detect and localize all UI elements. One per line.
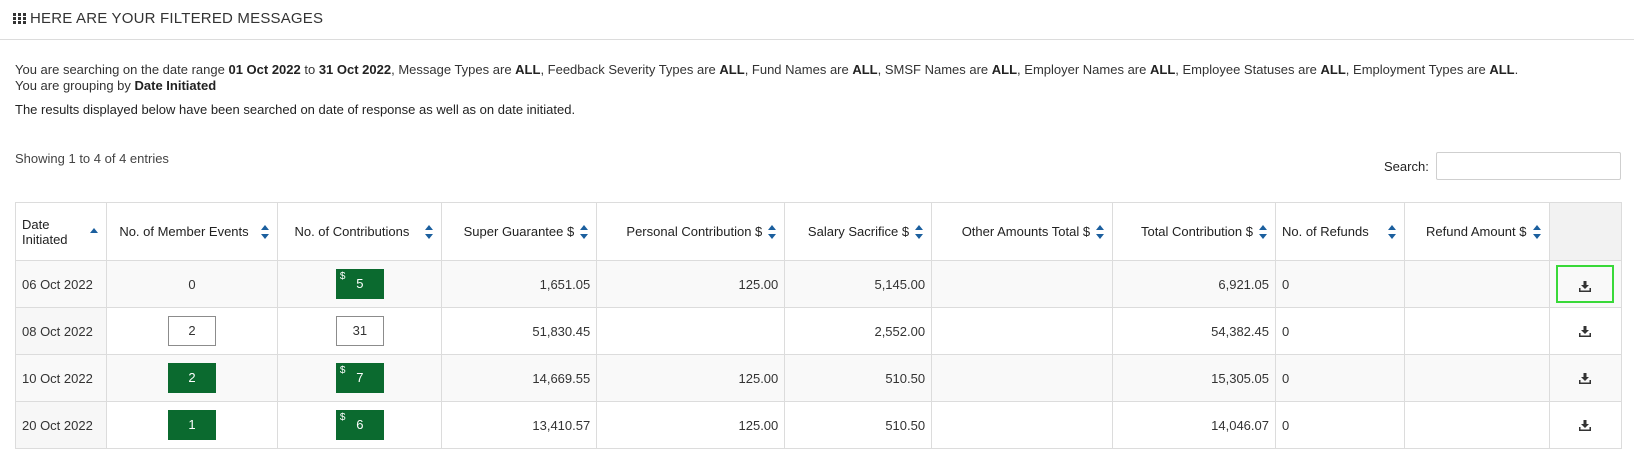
download-button[interactable] (1556, 312, 1614, 350)
download-icon (1579, 373, 1592, 385)
download-icon (1579, 420, 1592, 432)
table-row: 08 Oct 2022 2 31 51,830.45 2,552.00 54,3… (15, 307, 1622, 355)
contributions-button[interactable]: $7 (335, 363, 384, 393)
cell-salary-sacrifice: 5,145.00 (784, 260, 933, 308)
cell-salary-sacrifice: 510.50 (784, 354, 933, 402)
col-refunds[interactable]: No. of Refunds (1274, 202, 1405, 261)
member-events-button[interactable]: 2 (167, 316, 216, 346)
sort-icon (1096, 224, 1105, 239)
grid-icon (13, 13, 26, 24)
cell-personal: 125.00 (596, 260, 786, 308)
cell-total: 54,382.45 (1112, 307, 1276, 355)
cell-date: 08 Oct 2022 (15, 307, 107, 355)
cell-date: 20 Oct 2022 (15, 401, 107, 449)
results-note: The results displayed below have been se… (15, 102, 576, 117)
member-events-button[interactable]: 1 (167, 410, 216, 440)
cell-contributions: 31 (277, 307, 443, 355)
cell-refund-amount (1403, 354, 1550, 402)
sort-icon (425, 224, 434, 239)
cell-actions (1548, 401, 1622, 449)
cell-date: 10 Oct 2022 (15, 354, 107, 402)
download-button[interactable] (1556, 265, 1615, 303)
contributions-button[interactable]: $6 (335, 410, 384, 440)
cell-other (931, 260, 1114, 308)
cell-date: 06 Oct 2022 (15, 260, 107, 308)
cell-other (931, 354, 1114, 402)
sort-asc-icon (89, 225, 98, 239)
cell-total: 14,046.07 (1112, 401, 1276, 449)
page-header: HERE ARE YOUR FILTERED MESSAGES (0, 0, 1634, 40)
table-row: 10 Oct 2022 2 $7 14,669.55 125.00 510.50… (15, 354, 1622, 402)
date-from: 01 Oct 2022 (228, 62, 301, 77)
date-to: 31 Oct 2022 (318, 62, 392, 77)
download-button[interactable] (1556, 406, 1614, 444)
cell-refunds: 0 (1274, 307, 1405, 355)
sort-icon (1387, 224, 1396, 239)
sort-icon (261, 224, 270, 239)
sort-icon (768, 224, 777, 239)
cell-total: 6,921.05 (1112, 260, 1276, 308)
col-actions (1548, 202, 1622, 261)
col-contributions[interactable]: No. of Contributions (277, 202, 443, 261)
cell-actions (1548, 307, 1622, 355)
page-title: HERE ARE YOUR FILTERED MESSAGES (30, 10, 324, 27)
col-total-contribution[interactable]: Total Contribution $ (1112, 202, 1276, 261)
member-events-button[interactable]: 2 (167, 363, 216, 393)
search-summary: You are searching on the date range 01 O… (15, 62, 1519, 93)
cell-salary-sacrifice: 2,552.00 (784, 307, 933, 355)
cell-other (931, 401, 1114, 449)
contributions-button[interactable]: $5 (335, 269, 384, 299)
cell-contributions: $5 (277, 260, 443, 308)
cell-member-events: 1 (105, 401, 279, 449)
col-refund-amount[interactable]: Refund Amount $ (1403, 202, 1550, 261)
cell-refund-amount (1403, 401, 1550, 449)
cell-personal: 125.00 (596, 401, 786, 449)
search-label: Search: (1384, 159, 1429, 174)
sort-icon (580, 224, 589, 239)
cell-refunds: 0 (1274, 260, 1405, 308)
cell-personal: 125.00 (596, 354, 786, 402)
cell-contributions: $6 (277, 401, 443, 449)
cell-salary-sacrifice: 510.50 (784, 401, 933, 449)
cell-super-guarantee: 51,830.45 (441, 307, 598, 355)
cell-actions (1548, 260, 1622, 308)
cell-member-events: 0 (105, 260, 279, 308)
cell-refunds: 0 (1274, 401, 1405, 449)
cell-refunds: 0 (1274, 354, 1405, 402)
cell-refund-amount (1403, 307, 1550, 355)
cell-actions (1548, 354, 1622, 402)
table-row: 20 Oct 2022 1 $6 13,410.57 125.00 510.50… (15, 401, 1622, 449)
col-date-initiated[interactable]: Date Initiated (15, 202, 107, 261)
sort-icon (1258, 224, 1267, 239)
download-button[interactable] (1556, 359, 1614, 397)
cell-personal (596, 307, 786, 355)
cell-super-guarantee: 13,410.57 (441, 401, 598, 449)
cell-super-guarantee: 14,669.55 (441, 354, 598, 402)
sort-icon (915, 224, 924, 239)
cell-member-events: 2 (105, 307, 279, 355)
cell-super-guarantee: 1,651.05 (441, 260, 598, 308)
col-salary-sacrifice[interactable]: Salary Sacrifice $ (784, 202, 933, 261)
col-personal-contribution[interactable]: Personal Contribution $ (596, 202, 786, 261)
col-member-events[interactable]: No. of Member Events (105, 202, 279, 261)
group-by-value: Date Initiated (134, 78, 217, 93)
cell-other (931, 307, 1114, 355)
search-input[interactable] (1436, 152, 1621, 180)
table-row: 06 Oct 2022 0 $5 1,651.05 125.00 5,145.0… (15, 260, 1622, 308)
cell-refund-amount (1403, 260, 1550, 308)
download-icon (1579, 326, 1592, 338)
contributions-button[interactable]: 31 (335, 316, 384, 346)
col-other-amounts[interactable]: Other Amounts Total $ (931, 202, 1114, 261)
cell-contributions: $7 (277, 354, 443, 402)
sort-icon (1532, 224, 1541, 239)
cell-member-events: 2 (105, 354, 279, 402)
results-table: Date Initiated No. of Member Events No. … (15, 202, 1622, 449)
col-super-guarantee[interactable]: Super Guarantee $ (441, 202, 598, 261)
entries-info: Showing 1 to 4 of 4 entries (15, 151, 169, 166)
download-icon (1579, 281, 1592, 293)
cell-total: 15,305.05 (1112, 354, 1276, 402)
